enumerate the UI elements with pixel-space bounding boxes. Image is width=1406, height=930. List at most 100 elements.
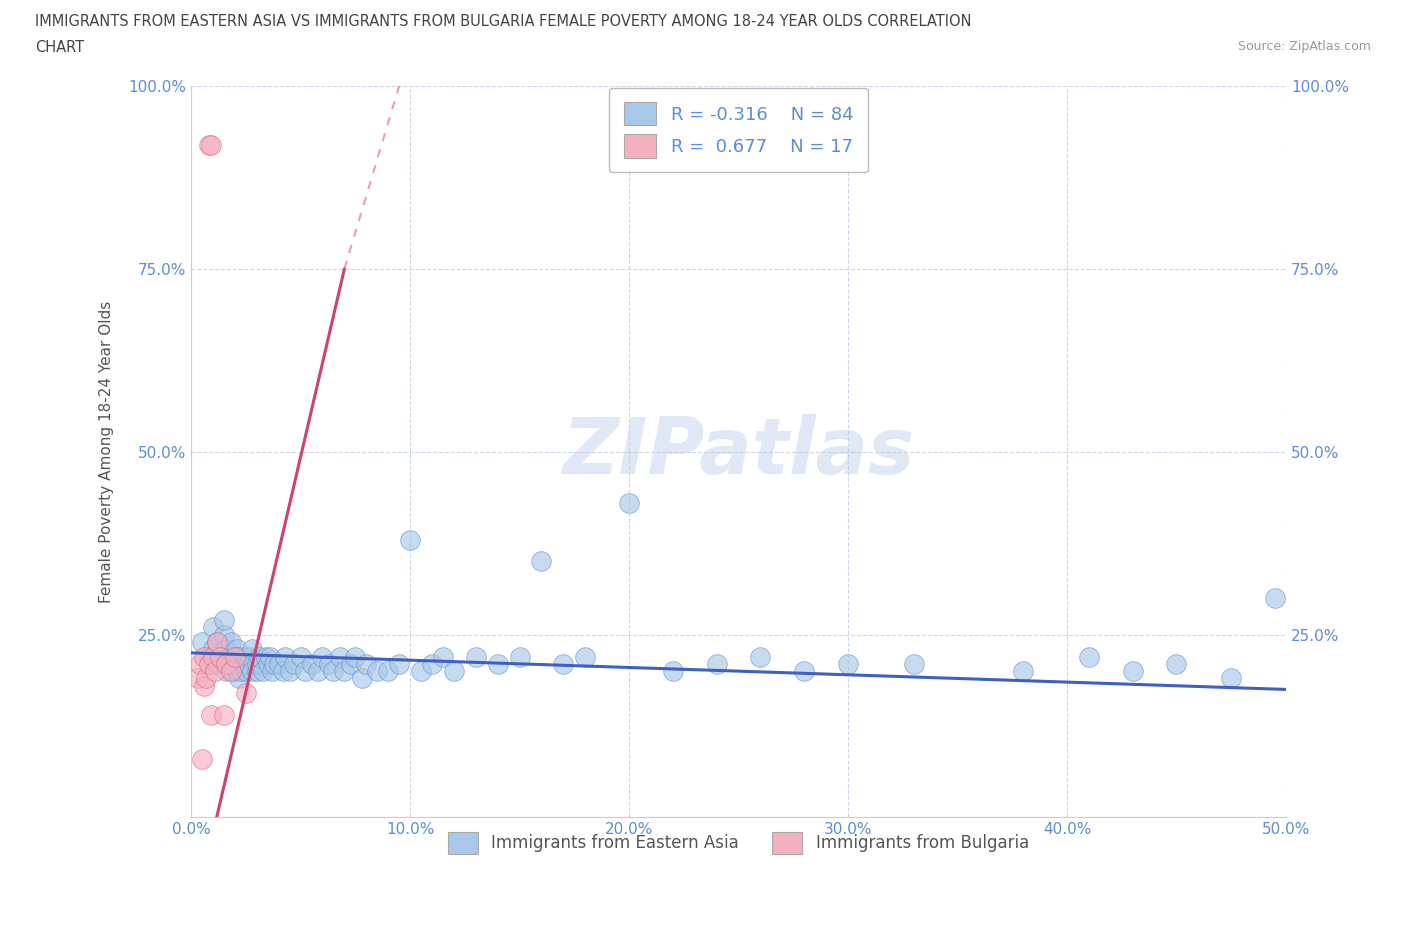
Point [301,657,323,671]
Point [574,649,596,664]
Point [464,649,486,664]
Point [197,649,219,664]
Point [254,649,277,664]
Point [1166,657,1188,671]
Point [193,649,215,664]
Point [837,657,859,671]
Point [232,657,254,671]
Point [215,657,238,671]
Point [252,664,274,679]
Point [617,496,640,511]
Point [344,649,367,664]
Point [208,649,231,664]
Text: ZIPatlas: ZIPatlas [562,414,915,490]
Point [553,657,575,671]
Point [235,685,257,700]
Point [195,671,218,686]
Point [322,664,344,679]
Point [409,664,432,679]
Point [212,613,235,628]
Point [432,649,454,664]
Point [350,671,373,686]
Point [231,664,253,679]
Text: IMMIGRANTS FROM EASTERN ASIA VS IMMIGRANTS FROM BULGARIA FEMALE POVERTY AMONG 18: IMMIGRANTS FROM EASTERN ASIA VS IMMIGRAN… [35,14,972,29]
Point [197,657,219,671]
Point [222,664,245,679]
Point [212,708,235,723]
Point [215,642,238,657]
Point [793,664,815,679]
Point [256,657,278,671]
Point [278,664,301,679]
Point [236,657,259,671]
Point [340,657,363,671]
Point [377,664,399,679]
Point [239,649,262,664]
Point [262,664,284,679]
Point [509,649,531,664]
Point [224,657,246,671]
Text: CHART: CHART [35,40,84,55]
Point [1122,664,1144,679]
Point [399,532,422,547]
Text: Source: ZipAtlas.com: Source: ZipAtlas.com [1237,40,1371,53]
Point [228,649,250,664]
Point [224,649,246,664]
Point [530,554,553,569]
Point [259,649,281,664]
Point [226,642,249,657]
Point [188,657,211,671]
Point [219,634,242,649]
Point [283,657,305,671]
Point [207,657,229,671]
Point [443,664,465,679]
Point [1264,591,1286,605]
Point [307,664,329,679]
Point [271,664,294,679]
Point [1220,671,1243,686]
Point [200,137,222,152]
Point [263,657,285,671]
Point [217,657,239,671]
Point [333,664,356,679]
Point [356,657,378,671]
Point [200,708,222,723]
Point [207,634,229,649]
Point [208,649,231,664]
Point [201,619,224,634]
Point [212,642,235,657]
Point [191,751,214,766]
Point [366,664,388,679]
Point [235,649,257,664]
Point [207,634,229,649]
Point [420,657,443,671]
Point [329,649,352,664]
Point [219,649,242,664]
Point [242,642,264,657]
Point [903,657,925,671]
Point [228,671,250,686]
Point [662,664,685,679]
Point [1012,664,1035,679]
Point [318,657,340,671]
Point [187,671,209,686]
Point [201,642,224,657]
Y-axis label: Female Poverty Among 18-24 Year Olds: Female Poverty Among 18-24 Year Olds [100,300,114,603]
Point [242,664,264,679]
Point [226,664,249,679]
Point [201,649,224,664]
Point [219,664,242,679]
Point [215,664,238,679]
Point [212,627,235,642]
Point [294,664,316,679]
Point [246,664,269,679]
Point [197,137,219,152]
Point [224,649,246,664]
Point [290,649,312,664]
Point [246,657,269,671]
Point [235,664,257,679]
Point [486,657,509,671]
Point [274,649,297,664]
Point [749,649,772,664]
Point [388,657,411,671]
